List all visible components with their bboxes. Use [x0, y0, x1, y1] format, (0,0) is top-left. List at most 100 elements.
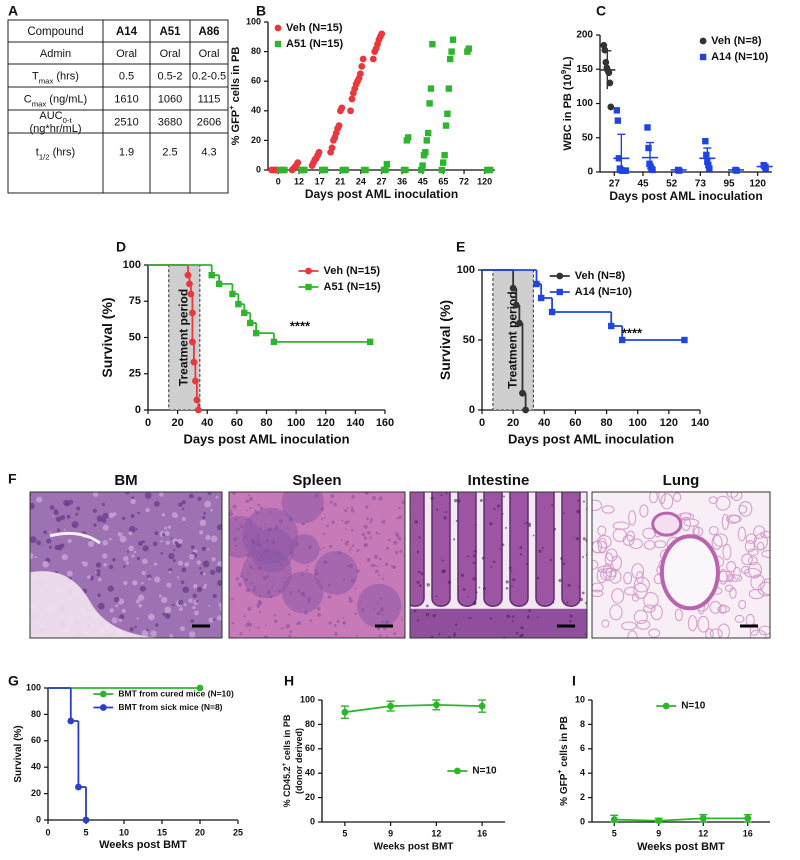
- cell: [280, 563, 283, 566]
- cell: [569, 614, 573, 618]
- cell: [473, 549, 477, 553]
- cell: [248, 494, 251, 497]
- cell: [204, 500, 212, 508]
- cell: [425, 604, 429, 608]
- cell: [363, 524, 368, 529]
- cell: [444, 511, 447, 514]
- x-axis-title: Days post AML inoculation: [609, 189, 762, 203]
- cell: [466, 555, 469, 558]
- y-tick-label: 200: [576, 30, 593, 41]
- cell: [190, 545, 195, 550]
- cell: [108, 564, 114, 570]
- cell: [215, 495, 219, 499]
- cell: [263, 523, 266, 526]
- panel-letter: H: [284, 673, 294, 689]
- cell: [474, 523, 477, 526]
- row-label: Tmax (hrs): [32, 70, 79, 85]
- cell: [254, 509, 257, 513]
- cell: [375, 531, 379, 535]
- alveolus: [697, 615, 710, 633]
- cell: [337, 550, 341, 555]
- point: [705, 161, 712, 169]
- cell: [418, 536, 421, 539]
- cell: [30, 502, 35, 510]
- cell: [252, 568, 254, 571]
- point: [703, 151, 710, 159]
- villus: [410, 492, 425, 607]
- cell: [123, 580, 128, 586]
- cell: [136, 556, 141, 561]
- point: [444, 110, 451, 117]
- y-tick-label: 0: [36, 814, 41, 824]
- legend-label: A14 (N=10): [575, 286, 633, 298]
- cell: [115, 604, 119, 608]
- x-tick-label: 80: [600, 417, 612, 429]
- cell: [130, 514, 135, 518]
- cell: [132, 580, 138, 586]
- image-border: [409, 491, 588, 639]
- legend: BMT from cured mice (N=10) BMT from sick …: [93, 688, 234, 712]
- table-cell: 2510: [114, 116, 138, 128]
- cell: [336, 619, 340, 623]
- x-tick-label: 21: [335, 176, 345, 186]
- cell: [346, 564, 350, 568]
- cell: [442, 569, 446, 573]
- cell: [348, 549, 351, 552]
- x-tick-label: 20: [507, 417, 519, 429]
- series-line: [344, 703, 483, 714]
- cell: [61, 554, 68, 561]
- cell: [235, 577, 240, 581]
- cell: [129, 627, 134, 632]
- point: [608, 322, 615, 330]
- cell: [519, 546, 523, 550]
- cell: [136, 617, 139, 620]
- point: [442, 122, 450, 129]
- cell: [252, 588, 256, 592]
- cell: [253, 586, 257, 590]
- alveolus: [622, 534, 635, 546]
- point: [382, 166, 389, 174]
- cell: [122, 516, 126, 520]
- cell: [153, 562, 158, 566]
- alveolus: [592, 589, 604, 597]
- cell: [502, 495, 505, 498]
- x-tick-label: 0: [479, 417, 485, 429]
- cell: [367, 530, 371, 535]
- legend-label: Veh (N=15): [286, 22, 343, 34]
- point: [548, 308, 556, 316]
- cell: [269, 511, 272, 514]
- cell: [248, 622, 253, 627]
- x-tick-label: 10: [119, 827, 129, 837]
- cell: [118, 618, 123, 623]
- x-tick-label: 27: [376, 176, 386, 186]
- alveolus: [744, 567, 761, 578]
- cell: [87, 575, 91, 580]
- cell: [289, 630, 293, 634]
- x-axis-title: Weeks post BMT: [374, 842, 454, 853]
- cell: [199, 530, 204, 535]
- y-tick-label: 80: [31, 709, 41, 719]
- alveolus: [722, 543, 732, 561]
- cell: [285, 624, 291, 629]
- cell: [141, 540, 145, 544]
- legend-label: Veh (N=8): [575, 270, 626, 282]
- cell: [133, 550, 137, 554]
- cell: [203, 512, 207, 515]
- cell: [271, 576, 273, 578]
- cell: [248, 496, 254, 502]
- point: [192, 377, 199, 385]
- cell: [271, 585, 274, 588]
- point: [522, 406, 529, 414]
- point: [301, 166, 308, 174]
- cell: [126, 550, 130, 553]
- cell: [301, 522, 305, 526]
- cell: [448, 596, 451, 599]
- panel-letter: I: [572, 673, 576, 689]
- legend-marker: [556, 288, 563, 296]
- y-tick-label: 60: [305, 743, 315, 753]
- table-cell: 1.9: [119, 146, 134, 158]
- cell: [269, 595, 273, 599]
- point: [744, 814, 752, 822]
- point: [342, 166, 349, 174]
